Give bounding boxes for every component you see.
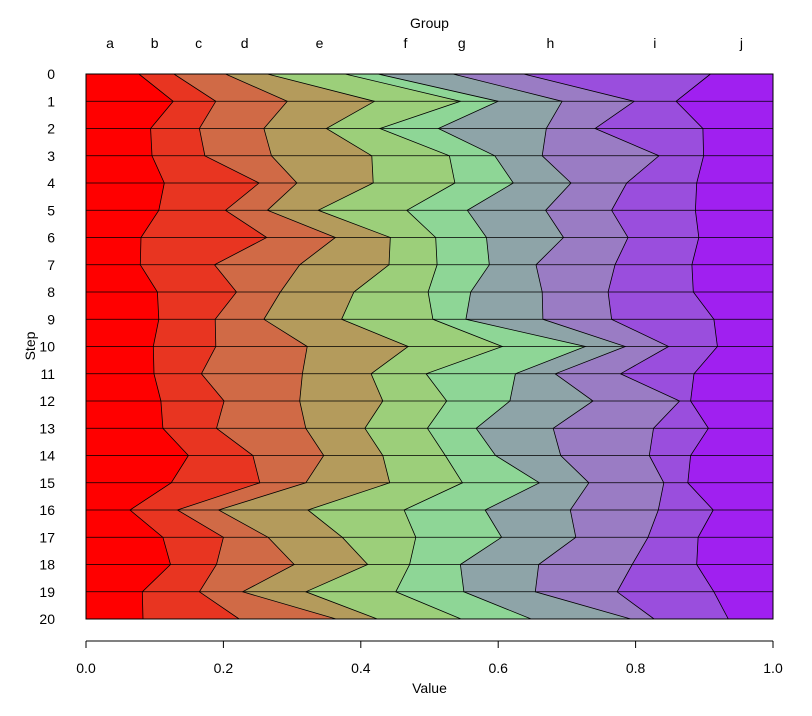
y-tick-label: 5 bbox=[47, 202, 55, 218]
y-tick-label: 15 bbox=[39, 475, 55, 491]
group-label-g: g bbox=[458, 35, 466, 51]
y-tick-label: 20 bbox=[39, 611, 55, 627]
group-label-c: c bbox=[195, 35, 202, 51]
y-tick-label: 12 bbox=[39, 393, 55, 409]
y-tick-label: 0 bbox=[47, 66, 55, 82]
x-tick-label: 0.6 bbox=[488, 660, 508, 676]
boundary-line-a bbox=[129, 73, 189, 620]
boundary-line-f bbox=[377, 73, 587, 620]
y-tick-label: 4 bbox=[47, 175, 55, 191]
y-tick-label: 2 bbox=[47, 121, 55, 137]
y-tick-label: 18 bbox=[39, 557, 55, 573]
step-lines bbox=[86, 100, 773, 593]
boundary-line-h bbox=[523, 73, 681, 620]
y-tick-label: 14 bbox=[39, 448, 55, 464]
group-label-b: b bbox=[151, 35, 159, 51]
x-tick-label: 0.4 bbox=[351, 660, 371, 676]
x-tick-label: 0.0 bbox=[76, 660, 96, 676]
group-label-a: a bbox=[106, 35, 114, 51]
boundary-line-g bbox=[452, 73, 631, 620]
group-label-d: d bbox=[241, 35, 249, 51]
y-tick-label: 7 bbox=[47, 257, 55, 273]
boundary-line-e bbox=[344, 73, 504, 620]
y-tick-label: 9 bbox=[47, 311, 55, 327]
x-tick-label: 1.0 bbox=[763, 660, 783, 676]
group-label-e: e bbox=[316, 35, 324, 51]
x-axis-title: Value bbox=[412, 680, 447, 696]
y-tick-label: 6 bbox=[47, 230, 55, 246]
y-tick-label: 11 bbox=[40, 366, 55, 382]
x-tick-label: 0.2 bbox=[214, 660, 234, 676]
y-axis-title: Step bbox=[22, 331, 38, 360]
x-axis: 0.0 0.2 0.4 0.6 0.8 1.0 bbox=[76, 640, 783, 676]
y-tick-label: 8 bbox=[47, 284, 55, 300]
y-tick-label: 17 bbox=[39, 529, 55, 545]
group-label-h: h bbox=[547, 35, 555, 51]
y-tick-label: 19 bbox=[39, 584, 55, 600]
group-label-j: j bbox=[739, 35, 743, 51]
y-tick-label: 10 bbox=[39, 339, 55, 355]
boundary-line-d bbox=[267, 73, 410, 620]
plot-frame bbox=[85, 73, 774, 620]
y-tick-label: 16 bbox=[39, 502, 55, 518]
boundary-line-i bbox=[675, 73, 729, 620]
x-tick-label: 0.8 bbox=[626, 660, 646, 676]
y-tick-label: 1 bbox=[47, 93, 55, 109]
group-label-f: f bbox=[404, 35, 408, 51]
group-label-i: i bbox=[653, 35, 656, 51]
y-tick-label: 3 bbox=[47, 148, 55, 164]
group-boundaries bbox=[129, 73, 729, 620]
top-axis-title: Group bbox=[410, 15, 449, 31]
boundary-line-b bbox=[173, 73, 268, 620]
y-tick-label: 13 bbox=[39, 420, 55, 436]
boundary-line-c bbox=[217, 73, 337, 620]
group-labels: a b c d e f g h i j bbox=[106, 35, 743, 51]
